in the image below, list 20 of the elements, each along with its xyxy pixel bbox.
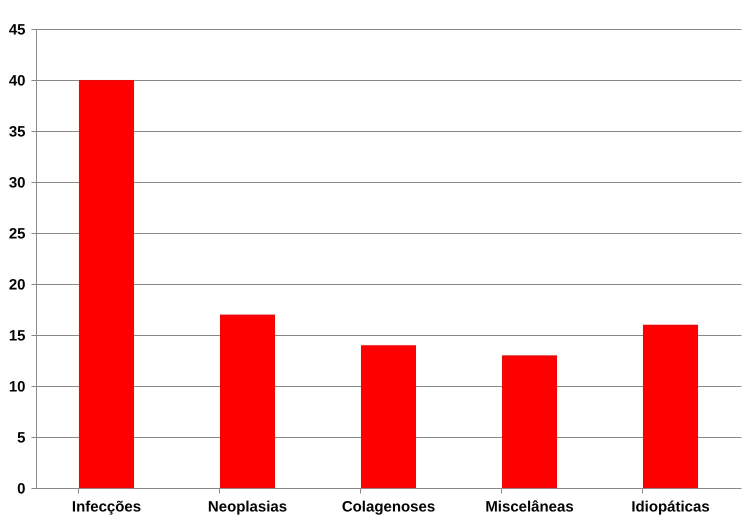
- y-tick-label: 45: [8, 22, 26, 38]
- bar: [361, 345, 416, 488]
- y-tick-label: 30: [8, 174, 26, 192]
- x-tick-label: Idiopáticas: [631, 498, 710, 516]
- y-tick-label: 20: [8, 276, 26, 294]
- x-tick-label: Neoplasias: [208, 498, 288, 516]
- y-tick-label: 10: [8, 378, 26, 396]
- y-tick-label: 25: [8, 226, 26, 242]
- y-tick-label: 35: [8, 124, 26, 140]
- y-tick-label: 40: [8, 72, 26, 90]
- y-tick-label: 5: [17, 430, 26, 446]
- y-tick-label: 15: [8, 328, 26, 344]
- x-tick-label: Colagenoses: [342, 498, 436, 516]
- y-tick-label: 0: [17, 480, 26, 498]
- bar: [643, 324, 698, 488]
- bar: [502, 355, 557, 488]
- bar: [79, 80, 134, 488]
- bar: [220, 314, 275, 488]
- x-tick-label: Miscelâneas: [485, 498, 574, 516]
- x-tick-label: Infecções: [72, 498, 142, 516]
